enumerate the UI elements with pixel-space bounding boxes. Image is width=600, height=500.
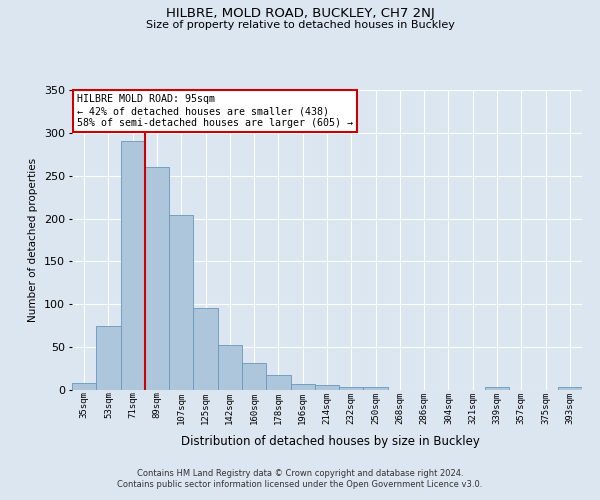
Bar: [96, 326, 121, 390]
Bar: [72, 383, 96, 390]
Text: Contains HM Land Registry data © Crown copyright and database right 2024.: Contains HM Land Registry data © Crown c…: [137, 468, 463, 477]
Bar: [364, 388, 388, 390]
Text: HILBRE, MOLD ROAD, BUCKLEY, CH7 2NJ: HILBRE, MOLD ROAD, BUCKLEY, CH7 2NJ: [166, 8, 434, 20]
Text: Size of property relative to detached houses in Buckley: Size of property relative to detached ho…: [146, 20, 454, 30]
Y-axis label: Number of detached properties: Number of detached properties: [28, 158, 38, 322]
Bar: [485, 388, 509, 390]
Text: Contains public sector information licensed under the Open Government Licence v3: Contains public sector information licen…: [118, 480, 482, 489]
Bar: [339, 386, 364, 390]
Bar: [169, 215, 193, 390]
Bar: [121, 142, 145, 390]
Text: HILBRE MOLD ROAD: 95sqm
← 42% of detached houses are smaller (438)
58% of semi-d: HILBRE MOLD ROAD: 95sqm ← 42% of detache…: [77, 94, 353, 128]
Text: Distribution of detached houses by size in Buckley: Distribution of detached houses by size …: [181, 435, 479, 448]
Bar: [242, 362, 266, 390]
Bar: [290, 384, 315, 390]
Bar: [558, 388, 582, 390]
Bar: [315, 385, 339, 390]
Bar: [266, 374, 290, 390]
Bar: [218, 344, 242, 390]
Bar: [145, 167, 169, 390]
Bar: [193, 308, 218, 390]
